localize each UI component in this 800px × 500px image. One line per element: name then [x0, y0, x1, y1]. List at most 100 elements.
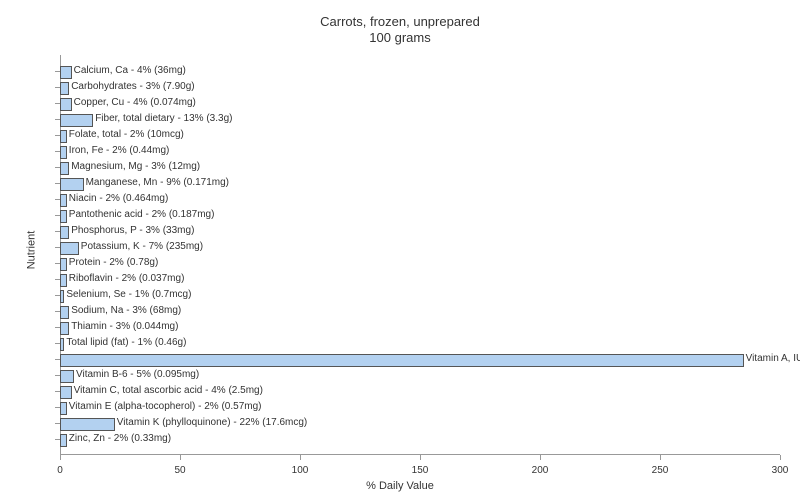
bar-label: Fiber, total dietary - 13% (3.3g) [95, 113, 232, 124]
x-tick [300, 455, 301, 460]
nutrient-chart: Carrots, frozen, unprepared 100 grams Nu… [0, 0, 800, 500]
bar [60, 178, 84, 191]
bar-label: Vitamin E (alpha-tocopherol) - 2% (0.57m… [69, 401, 262, 412]
bar-row: Potassium, K - 7% (235mg) [60, 239, 780, 255]
bar-row: Total lipid (fat) - 1% (0.46g) [60, 335, 780, 351]
bar [60, 418, 115, 431]
y-axis-label: Nutrient [25, 231, 37, 270]
plot-area: Calcium, Ca - 4% (36mg) Carbohydrates - 3… [60, 55, 780, 455]
y-tick [55, 279, 60, 280]
bar [60, 338, 64, 351]
x-tick-label: 250 [652, 465, 669, 476]
bar-label: Sodium, Na - 3% (68mg) [71, 305, 181, 316]
chart-title-line1: Carrots, frozen, unprepared [0, 14, 800, 29]
bar-row: Manganese, Mn - 9% (0.171mg) [60, 175, 780, 191]
chart-title-line2: 100 grams [0, 30, 800, 45]
bar [60, 322, 69, 335]
bar-row: Zinc, Zn - 2% (0.33mg) [60, 431, 780, 447]
bar [60, 274, 67, 287]
y-tick [55, 199, 60, 200]
bar-row: Riboflavin - 2% (0.037mg) [60, 271, 780, 287]
bar-label: Potassium, K - 7% (235mg) [81, 241, 203, 252]
y-tick [55, 375, 60, 376]
bar-label: Carbohydrates - 3% (7.90g) [71, 81, 194, 92]
bar-label: Thiamin - 3% (0.044mg) [71, 321, 178, 332]
bar-label: Manganese, Mn - 9% (0.171mg) [86, 177, 229, 188]
y-tick [55, 263, 60, 264]
bar-label: Selenium, Se - 1% (0.7mcg) [66, 289, 191, 300]
bar [60, 130, 67, 143]
x-tick-label: 50 [174, 465, 185, 476]
bar-row: Vitamin K (phylloquinone) - 22% (17.6mcg… [60, 415, 780, 431]
bar-row: Fiber, total dietary - 13% (3.3g) [60, 111, 780, 127]
bar-label: Protein - 2% (0.78g) [69, 257, 159, 268]
y-tick [55, 231, 60, 232]
y-tick [55, 423, 60, 424]
bar-row: Folate, total - 2% (10mcg) [60, 127, 780, 143]
bar-row: Calcium, Ca - 4% (36mg) [60, 63, 780, 79]
bar-label: Total lipid (fat) - 1% (0.46g) [66, 337, 186, 348]
bar-label: Copper, Cu - 4% (0.074mg) [74, 97, 196, 108]
bar [60, 82, 69, 95]
y-tick [55, 311, 60, 312]
x-tick [540, 455, 541, 460]
y-tick [55, 295, 60, 296]
y-tick [55, 183, 60, 184]
bar [60, 386, 72, 399]
bar [60, 194, 67, 207]
bar [60, 434, 67, 447]
y-tick [55, 119, 60, 120]
y-tick [55, 247, 60, 248]
bar-label: Vitamin C, total ascorbic acid - 4% (2.5… [74, 385, 263, 396]
y-tick [55, 71, 60, 72]
y-tick [55, 215, 60, 216]
x-tick [420, 455, 421, 460]
y-tick [55, 151, 60, 152]
y-tick [55, 407, 60, 408]
bar-label: Calcium, Ca - 4% (36mg) [74, 65, 186, 76]
x-tick [780, 455, 781, 460]
bar-row: Selenium, Se - 1% (0.7mcg) [60, 287, 780, 303]
bar-row: Copper, Cu - 4% (0.074mg) [60, 95, 780, 111]
y-tick [55, 135, 60, 136]
bar-label: Folate, total - 2% (10mcg) [69, 129, 184, 140]
x-tick [60, 455, 61, 460]
bar [60, 146, 67, 159]
bar [60, 370, 74, 383]
bar-label: Phosphorus, P - 3% (33mg) [71, 225, 194, 236]
bar-row: Protein - 2% (0.78g) [60, 255, 780, 271]
y-tick [55, 359, 60, 360]
y-tick [55, 391, 60, 392]
bar-label: Niacin - 2% (0.464mg) [69, 193, 168, 204]
bar [60, 210, 67, 223]
bar [60, 226, 69, 239]
x-tick [660, 455, 661, 460]
bar [60, 258, 67, 271]
bar [60, 66, 72, 79]
bar-row: Niacin - 2% (0.464mg) [60, 191, 780, 207]
y-tick [55, 103, 60, 104]
bar-label: Vitamin B-6 - 5% (0.095mg) [76, 369, 199, 380]
x-tick-label: 0 [57, 465, 63, 476]
bar-row: Magnesium, Mg - 3% (12mg) [60, 159, 780, 175]
bar-row: Thiamin - 3% (0.044mg) [60, 319, 780, 335]
bar-row: Phosphorus, P - 3% (33mg) [60, 223, 780, 239]
bar-label: Pantothenic acid - 2% (0.187mg) [69, 209, 215, 220]
y-tick [55, 327, 60, 328]
y-tick [55, 343, 60, 344]
bar-label: Riboflavin - 2% (0.037mg) [69, 273, 185, 284]
bar [60, 242, 79, 255]
x-tick-label: 300 [772, 465, 789, 476]
bar [60, 306, 69, 319]
bar [60, 290, 64, 303]
bar-label: Magnesium, Mg - 3% (12mg) [71, 161, 200, 172]
bar-row: Vitamin E (alpha-tocopherol) - 2% (0.57m… [60, 399, 780, 415]
bar [60, 354, 744, 367]
bar-row: Pantothenic acid - 2% (0.187mg) [60, 207, 780, 223]
x-tick-label: 100 [292, 465, 309, 476]
bar-label: Iron, Fe - 2% (0.44mg) [69, 145, 170, 156]
y-tick [55, 439, 60, 440]
x-tick-label: 200 [532, 465, 549, 476]
y-tick [55, 87, 60, 88]
bar-label: Vitamin K (phylloquinone) - 22% (17.6mcg… [117, 417, 307, 428]
